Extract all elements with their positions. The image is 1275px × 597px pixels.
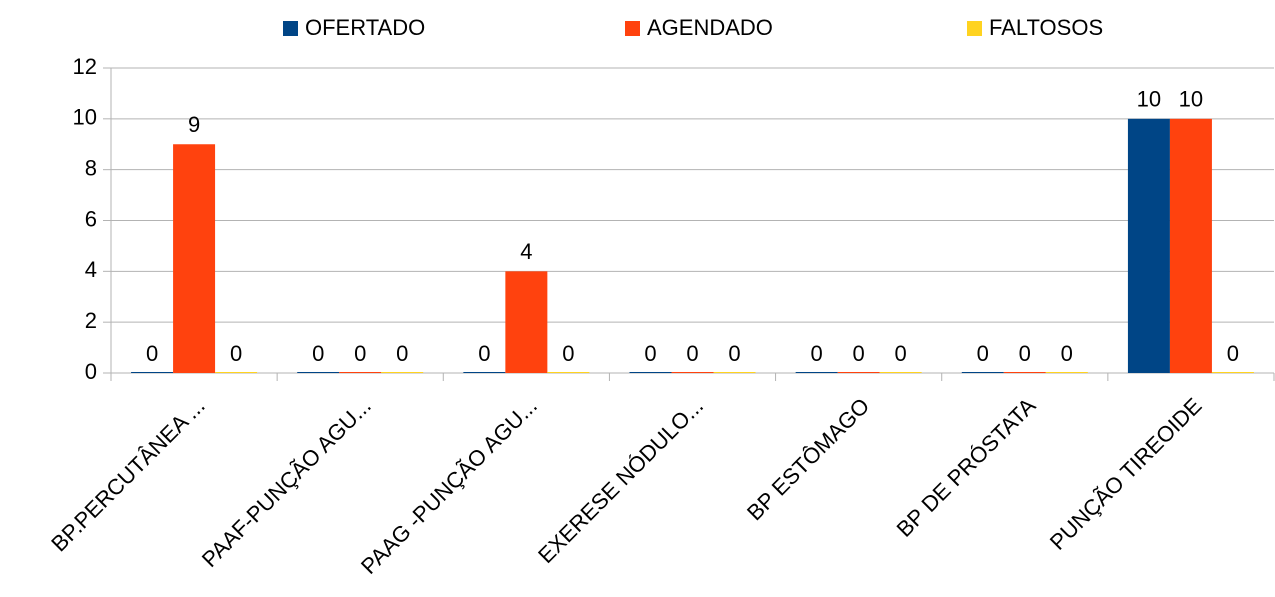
value-label: 0 <box>895 341 907 366</box>
value-label: 10 <box>1137 87 1161 112</box>
bar <box>463 372 506 373</box>
value-label: 0 <box>686 341 698 366</box>
legend-label: AGENDADO <box>647 15 773 40</box>
x-tick-label: BP ESTÔMAGO <box>742 393 874 525</box>
bar <box>713 372 756 373</box>
bar <box>297 372 340 373</box>
bar <box>1045 372 1088 373</box>
legend-swatch <box>967 21 982 36</box>
y-tick-label: 8 <box>85 155 97 180</box>
value-label: 0 <box>562 341 574 366</box>
x-tick-label: BP.PERCUTÂNEA ... <box>46 393 209 556</box>
bar <box>339 372 382 373</box>
legend-swatch <box>625 21 640 36</box>
bar <box>629 372 672 373</box>
value-label: 0 <box>811 341 823 366</box>
value-label: 0 <box>1019 341 1031 366</box>
bar <box>1211 372 1254 373</box>
x-tick-label: PUNÇÃO TIREOIDE <box>1045 393 1207 555</box>
bar <box>131 372 174 373</box>
bar <box>547 372 590 373</box>
value-label: 4 <box>520 239 532 264</box>
value-label: 10 <box>1179 87 1203 112</box>
legend-label: OFERTADO <box>305 15 425 40</box>
y-tick-label: 10 <box>73 105 97 130</box>
bar <box>215 372 258 373</box>
legend-label: FALTOSOS <box>989 15 1103 40</box>
bar <box>505 271 548 373</box>
bar <box>795 372 838 373</box>
legend-swatch <box>283 21 298 36</box>
bar <box>961 372 1004 373</box>
bar <box>1169 118 1212 373</box>
value-label: 0 <box>478 341 490 366</box>
y-tick-label: 4 <box>85 257 97 282</box>
bar <box>1127 118 1170 373</box>
value-label: 0 <box>230 341 242 366</box>
value-label: 0 <box>354 341 366 366</box>
y-tick-label: 2 <box>85 308 97 333</box>
x-tick-label: EXERESE NÓDULO... <box>533 393 708 568</box>
value-label: 0 <box>644 341 656 366</box>
value-label: 0 <box>146 341 158 366</box>
x-tick-label: PAAF-PUNÇÃO AGU... <box>197 393 376 572</box>
value-label: 9 <box>188 112 200 137</box>
bar <box>173 144 216 373</box>
bar <box>1003 372 1046 373</box>
bar <box>671 372 714 373</box>
value-label: 0 <box>1061 341 1073 366</box>
x-tick-label: PAAG -PUNÇÃO AGU... <box>356 393 542 579</box>
bar <box>879 372 922 373</box>
value-label: 0 <box>1227 341 1239 366</box>
value-label: 0 <box>728 341 740 366</box>
bar <box>381 372 424 373</box>
y-tick-label: 6 <box>85 206 97 231</box>
y-tick-label: 0 <box>85 359 97 384</box>
y-tick-label: 12 <box>73 54 97 79</box>
value-label: 0 <box>312 341 324 366</box>
value-label: 0 <box>977 341 989 366</box>
value-label: 0 <box>853 341 865 366</box>
bar <box>837 372 880 373</box>
x-tick-label: BP DE PRÓSTATA <box>892 393 1041 542</box>
value-label: 0 <box>396 341 408 366</box>
